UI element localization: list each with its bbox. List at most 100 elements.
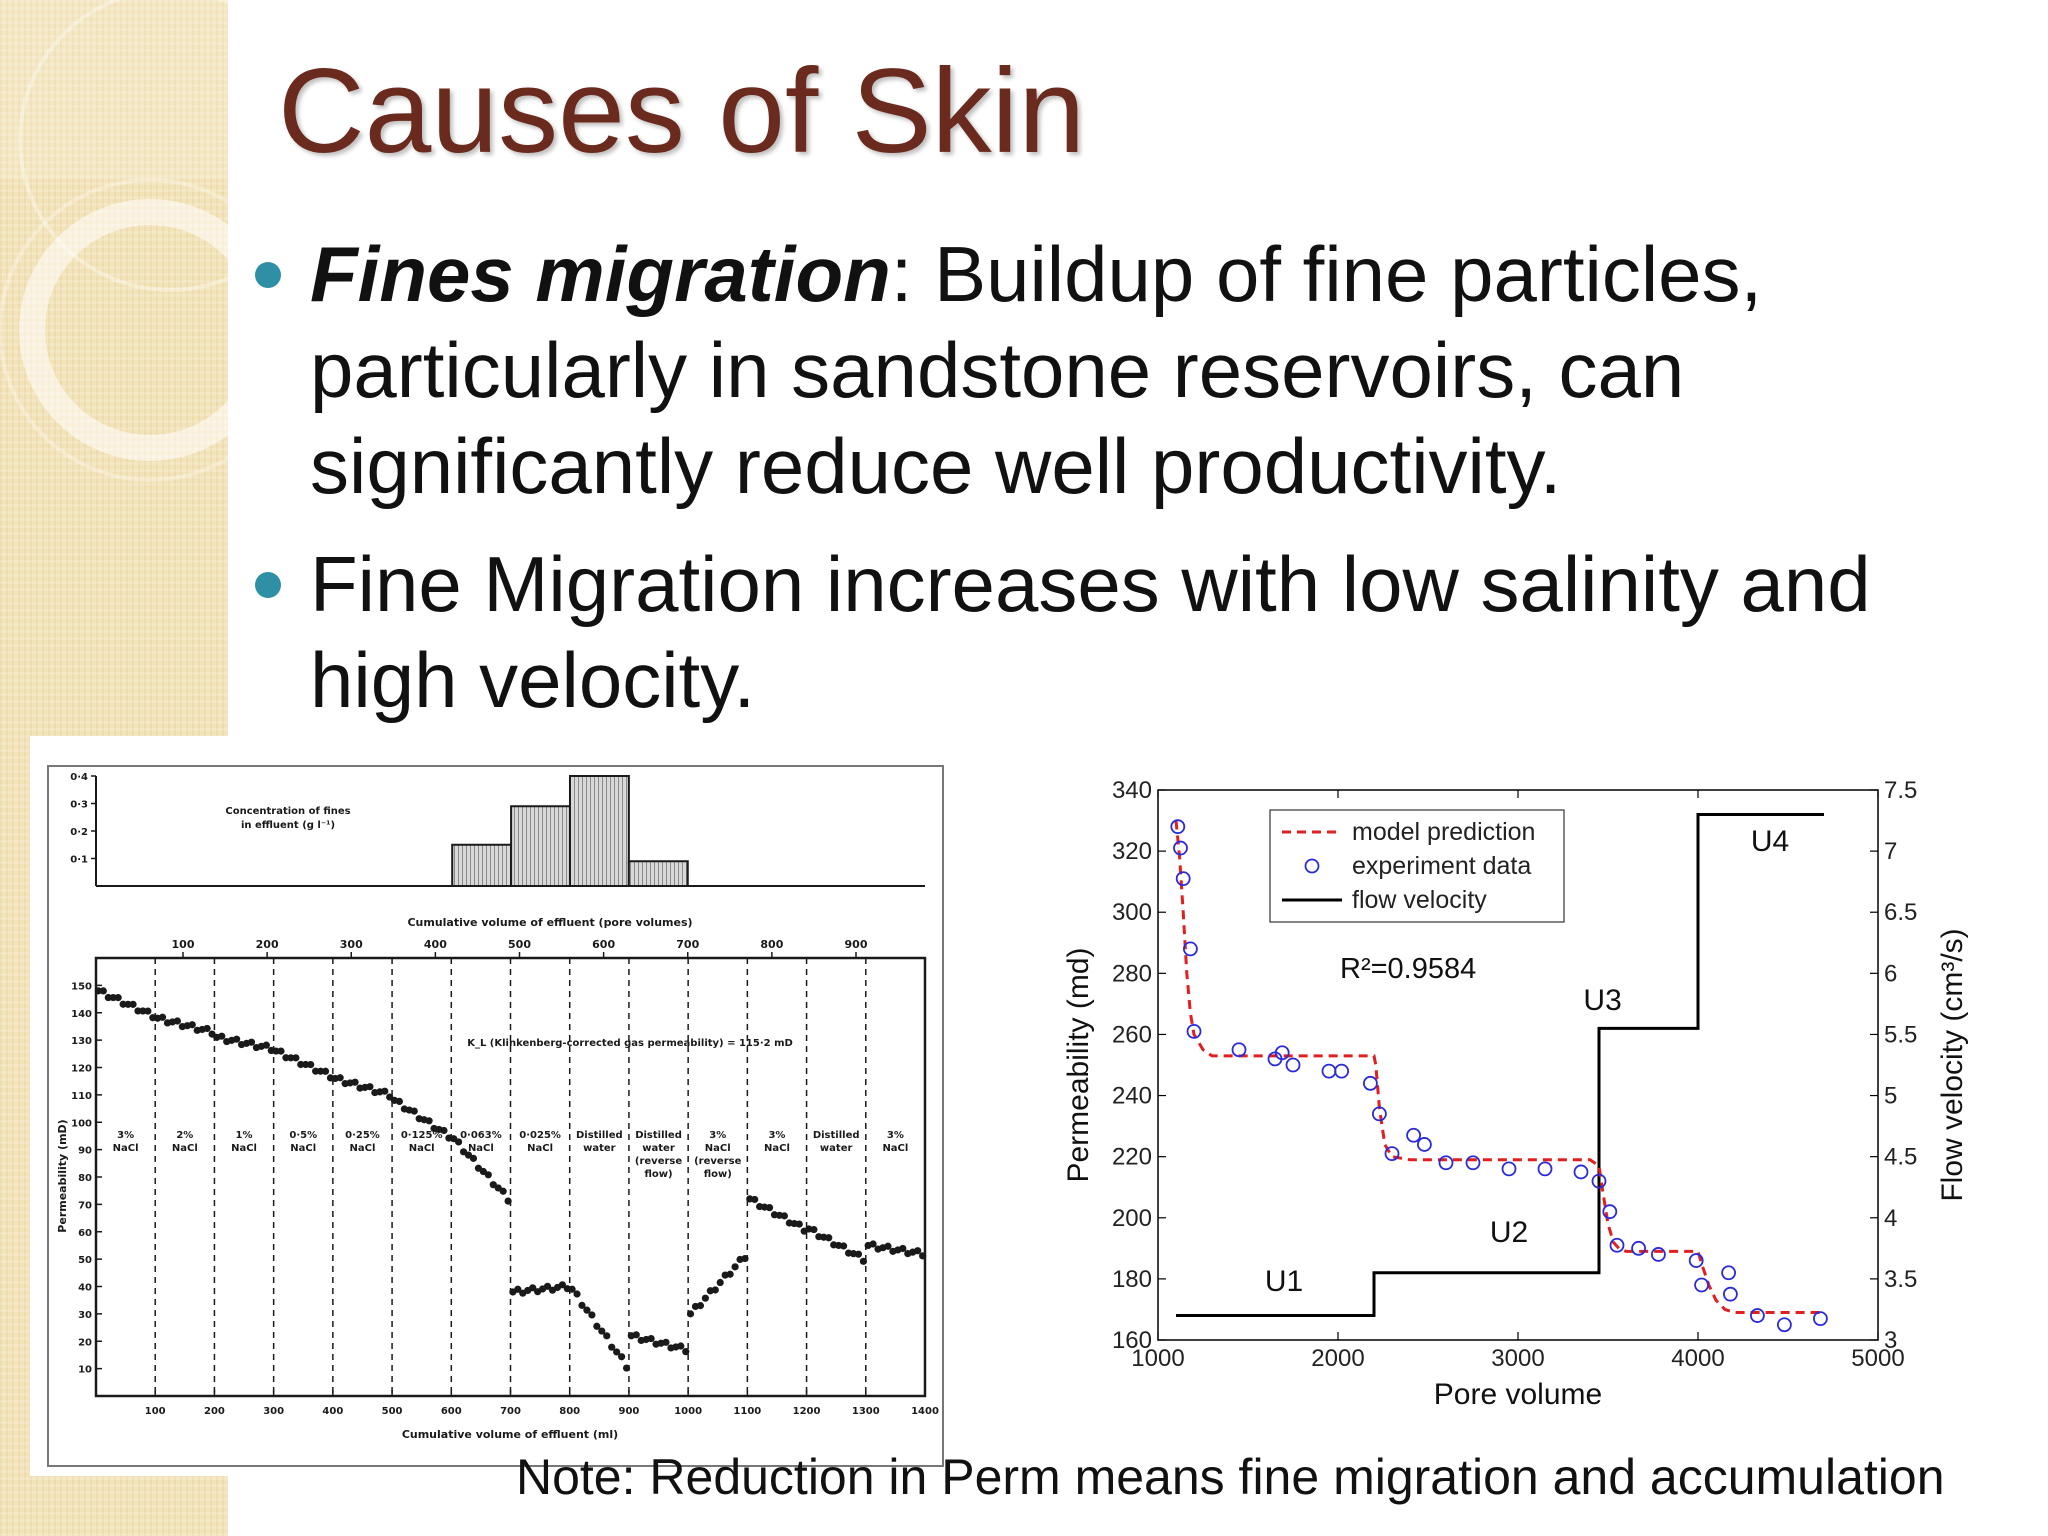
main-y-tick-label: 60 <box>78 1228 92 1239</box>
x-tick-label: 4000 <box>1671 1345 1724 1372</box>
permeability-point <box>573 1290 581 1298</box>
permeability-point <box>292 1054 300 1062</box>
permeability-point <box>840 1242 848 1250</box>
main-y-tick-label: 40 <box>78 1283 92 1294</box>
permeability-point <box>307 1060 315 1069</box>
permeability-point <box>603 1332 611 1340</box>
fines-permeability-chart: 0·4 0·3 0·2 0·1 Concentration of fines in eff… <box>47 765 944 1467</box>
experiment-data-point <box>1694 1277 1709 1293</box>
stage-label: Distilled <box>576 1130 623 1141</box>
permeability-point <box>144 1007 152 1015</box>
permeability-point <box>381 1087 389 1095</box>
experiment-data-point <box>1384 1146 1400 1162</box>
y-tick-label: 200 <box>1112 1205 1152 1232</box>
top-axis-label: Cumulative volume of effluent (pore volu… <box>407 916 692 929</box>
main-y-tick-label: 10 <box>78 1365 92 1376</box>
experiment-data-point <box>1274 1045 1290 1061</box>
experiment-data-point <box>1750 1308 1765 1323</box>
main-x-tick-label: 1200 <box>793 1406 821 1417</box>
stage-label: 0·063% <box>460 1130 502 1141</box>
experiment-data-point <box>1371 1106 1387 1122</box>
permeability-point <box>568 1285 576 1293</box>
top-axis-tick-label: 700 <box>676 938 699 951</box>
experiment-data-point <box>1334 1063 1350 1079</box>
legend: model prediction experiment data flow velo… <box>1269 809 1565 923</box>
r-squared-annotation: R²=0.9584 <box>1340 953 1476 985</box>
permeability-point <box>233 1035 241 1043</box>
y-tick-label: 160 <box>1112 1327 1152 1354</box>
figure-frame <box>47 765 944 1467</box>
experiment-data-point <box>1651 1247 1666 1262</box>
stage-label: Distilled <box>813 1130 860 1141</box>
experiment-data-point <box>1175 871 1191 887</box>
main-x-tick-label: 1400 <box>911 1406 939 1417</box>
permeability-point <box>499 1187 507 1195</box>
experiment-data-point <box>1609 1237 1625 1253</box>
permeability-point <box>262 1041 270 1049</box>
permeability-point <box>731 1263 739 1271</box>
experiment-data-point <box>1182 941 1198 957</box>
y2-tick-label: 7 <box>1884 838 1897 865</box>
model-prediction-line <box>1174 820 1824 1314</box>
legend-entry: model prediction <box>1352 818 1535 846</box>
stage-label: NaCl <box>882 1143 908 1154</box>
permeability-point <box>588 1311 596 1319</box>
slide-note: Note: Reduction in Perm means fine migra… <box>516 1449 1945 1505</box>
experiment-data-point <box>1591 1173 1607 1189</box>
stage-label: NaCl <box>113 1143 139 1154</box>
y-axis-label: Permeability (md) <box>1062 947 1095 1182</box>
y2-tick-label: 3 <box>1884 1327 1897 1354</box>
stage-label: (reverse <box>694 1156 741 1167</box>
stage-label: 3% <box>768 1130 785 1141</box>
top-panel-y-tick-label: 0·3 <box>70 800 88 811</box>
klinkenberg-annotation: K_L (Klinkenberg-corrected gas permeabil… <box>467 1038 793 1049</box>
fines-concentration-bar <box>510 805 571 887</box>
top-axis-tick-label: 900 <box>845 938 868 951</box>
main-x-tick-label: 700 <box>500 1406 521 1417</box>
permeability-point <box>504 1197 512 1205</box>
main-x-tick-label: 400 <box>322 1406 343 1417</box>
permeability-point <box>716 1278 724 1287</box>
top-panel-y-tick-label: 0·1 <box>70 855 88 866</box>
permeability-point <box>810 1225 818 1234</box>
velocity-stage-label: U2 <box>1490 1216 1528 1249</box>
permeability-point <box>247 1038 256 1046</box>
stage-label: 1% <box>236 1130 253 1141</box>
y2-tick-label: 3.5 <box>1884 1266 1917 1293</box>
fines-concentration-bar <box>451 843 513 887</box>
stage-label: NaCl <box>409 1143 435 1154</box>
permeability-point <box>696 1302 705 1310</box>
top-axis-tick-label: 600 <box>592 938 615 951</box>
permeability-velocity-figure: 1000 2000 3000 4000 5000 160 180 200 220 240 260 28… <box>1040 760 2040 1460</box>
permeability-point <box>647 1334 655 1343</box>
permeability-point <box>726 1270 734 1278</box>
permeability-point <box>618 1353 626 1361</box>
experiment-data-point <box>1602 1204 1618 1220</box>
y-tick-label: 320 <box>1112 838 1152 865</box>
main-y-tick-label: 100 <box>71 1118 92 1129</box>
top-axis-tick-label: 400 <box>424 938 447 951</box>
stage-label: NaCl <box>527 1143 553 1154</box>
permeability-point <box>899 1244 907 1253</box>
bullet-dot-1 <box>255 262 281 288</box>
experiment-data-point <box>1631 1240 1646 1256</box>
stage-label: flow) <box>704 1169 732 1180</box>
x-axis-label: Pore volume <box>1434 1378 1602 1411</box>
main-x-axis-label: Cumulative volume of effluent (ml) <box>402 1428 618 1441</box>
permeability-point <box>158 1013 167 1021</box>
experiment-data-point <box>1721 1265 1736 1281</box>
bullet-1-term: Fines migration <box>310 230 891 318</box>
y-tick-label: 220 <box>1112 1144 1152 1171</box>
permeability-point <box>104 993 112 1002</box>
experiment-data-point <box>1813 1311 1828 1327</box>
experiment-data-point <box>1170 819 1186 835</box>
y-tick-label: 180 <box>1112 1266 1152 1293</box>
top-axis-tick-label: 300 <box>340 938 363 951</box>
main-y-tick-label: 110 <box>71 1091 92 1102</box>
permeability-point <box>529 1284 537 1292</box>
permeability-point <box>632 1331 640 1339</box>
main-y-tick-label: 130 <box>71 1036 92 1047</box>
permeability-point <box>765 1204 774 1212</box>
stage-label: 0·125% <box>401 1130 443 1141</box>
main-panel-frame <box>94 956 927 1398</box>
